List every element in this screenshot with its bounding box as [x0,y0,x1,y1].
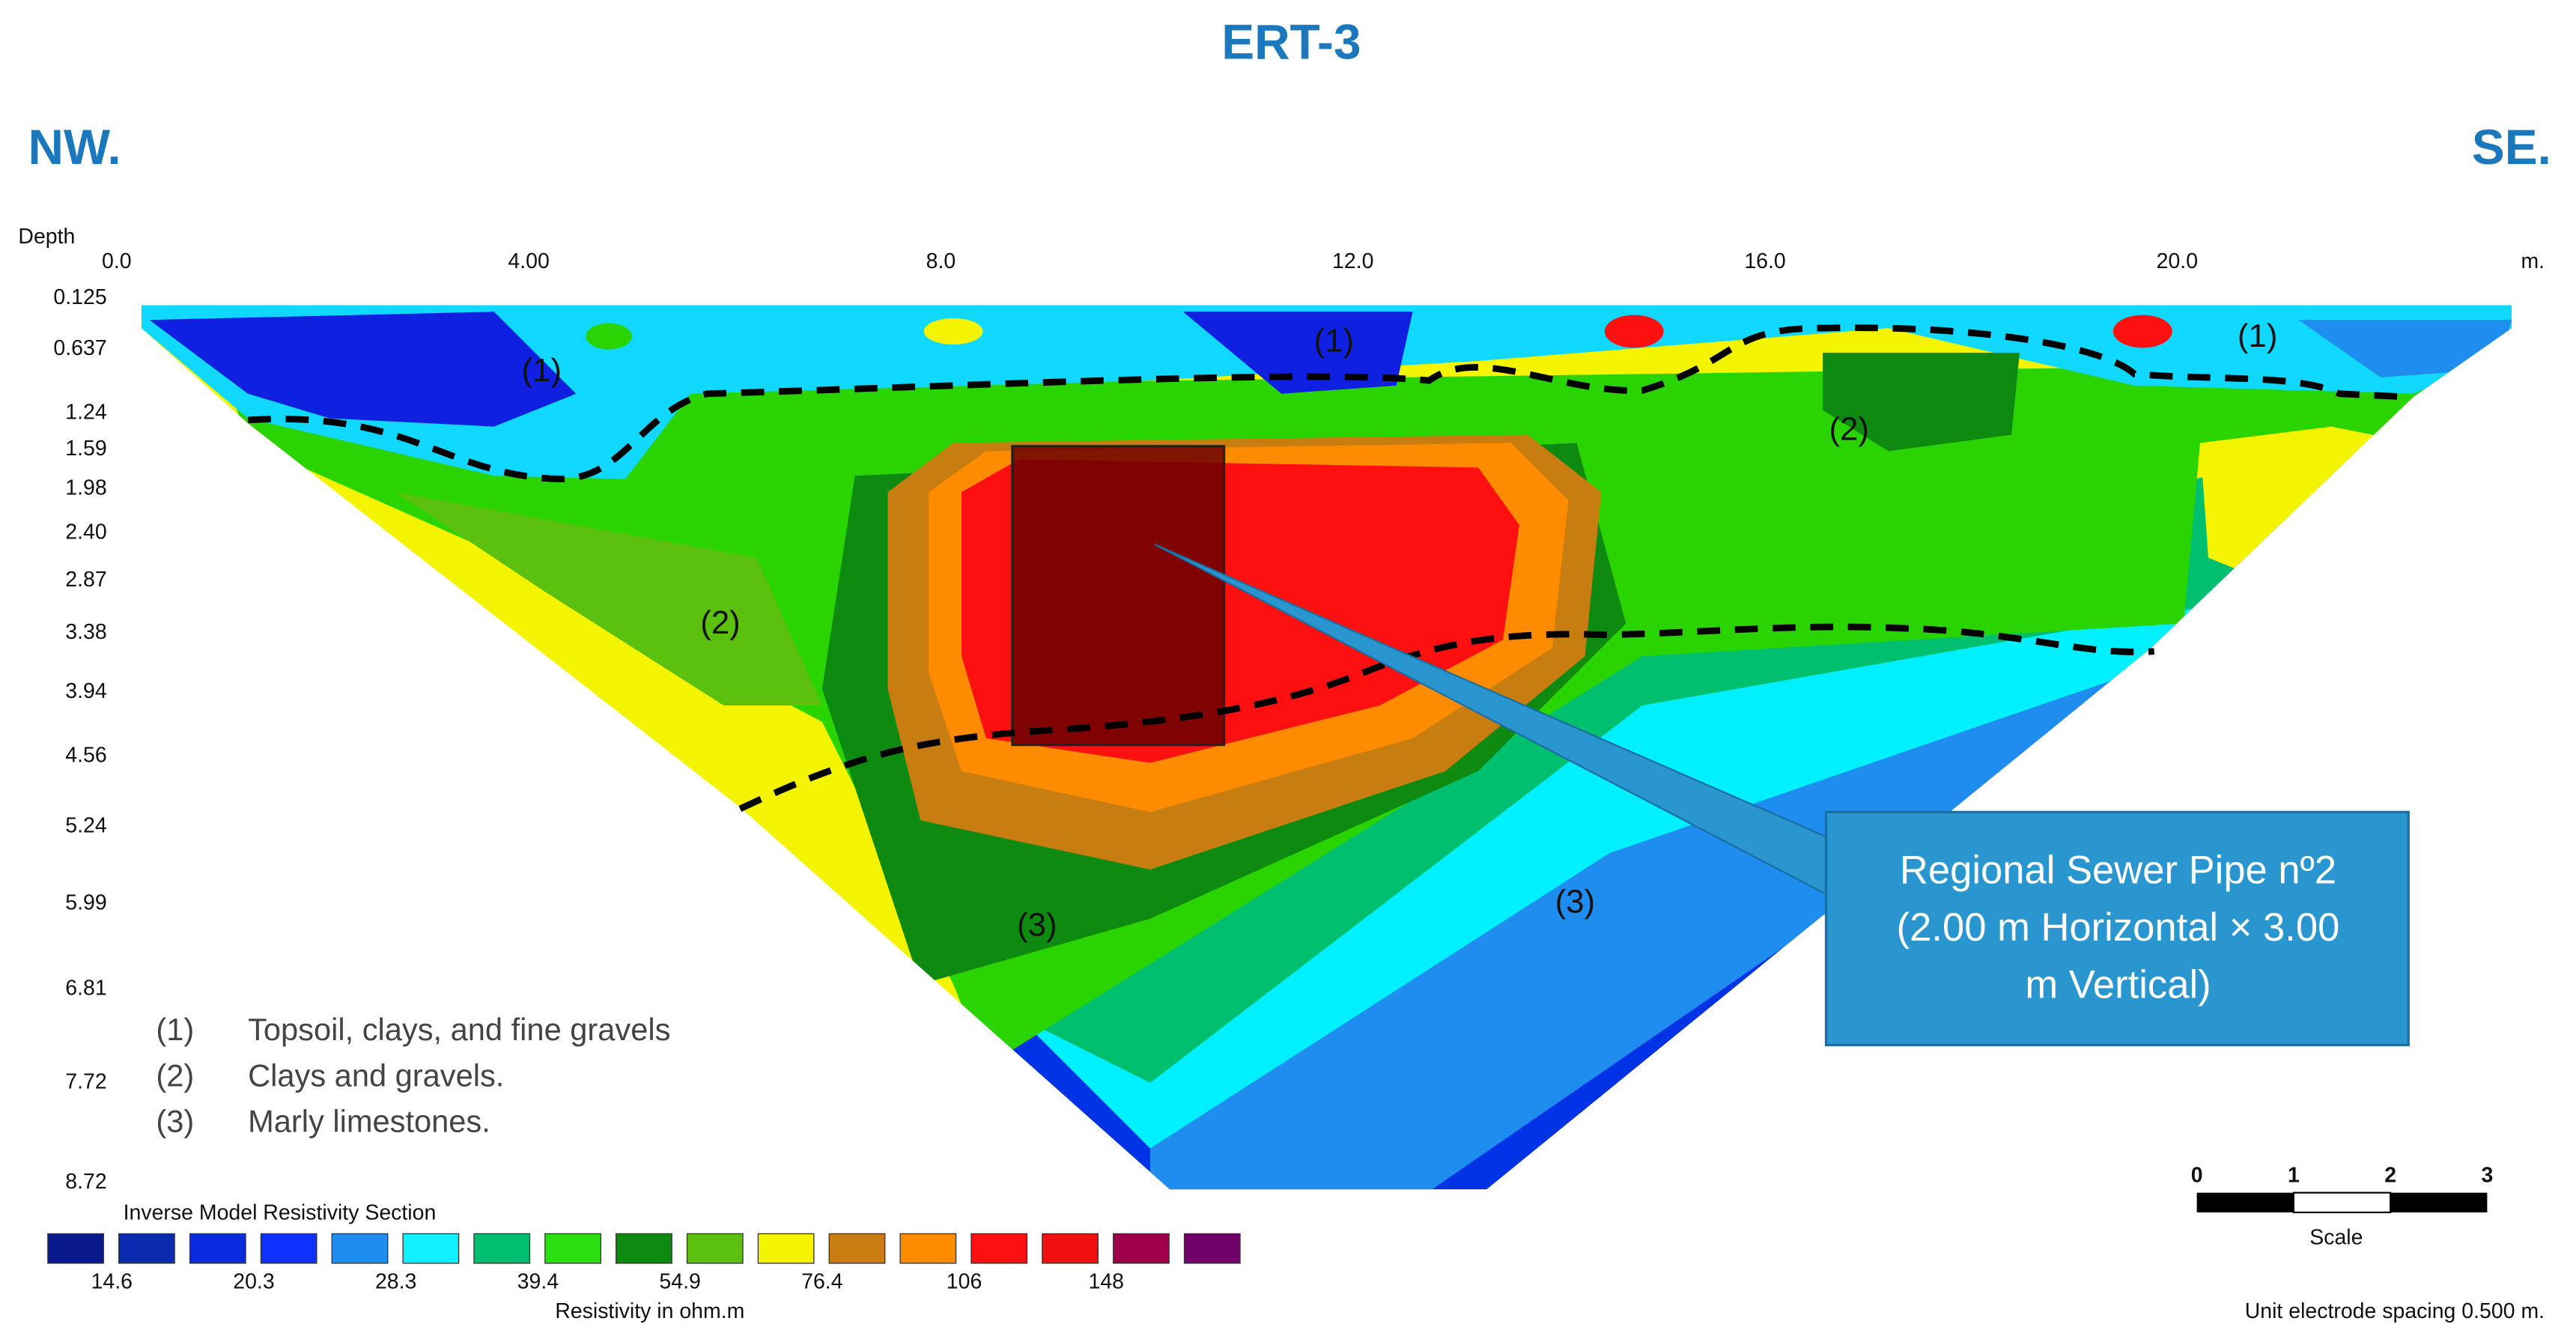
color-scale-label: 39.4 [517,1270,559,1294]
scale-tick: 2 [2384,1163,2396,1187]
distance-label: 0.0 [102,249,132,273]
depth-label: 8.72 [65,1170,106,1194]
depth-label: 7.72 [65,1069,106,1093]
footer: Unit electrode spacing 0.500 m. [2245,1299,2545,1323]
color-swatch [331,1233,389,1264]
color-scale-label: 148 [1089,1270,1125,1294]
color-swatch [970,1233,1028,1264]
distance-label: 4.00 [508,249,549,273]
zone-label: (1) [521,352,562,389]
zone-label: (1) [1314,322,1355,359]
zone-label: (3) [1555,884,1596,920]
color-swatch [1183,1233,1241,1264]
color-scale-label: 28.3 [375,1270,416,1294]
depth-label: 6.81 [65,977,106,1001]
color-swatch [402,1233,460,1264]
callout-box [1824,810,2410,1047]
color-scale-unit: Resistivity in ohm.m [555,1299,744,1323]
scale-tick: 3 [2481,1163,2493,1187]
color-swatch [686,1233,744,1264]
legend-number: (1) [156,1012,194,1047]
depth-label: 1.24 [65,401,106,425]
zone-label: (2) [1829,411,1869,448]
distance-unit: m. [2521,249,2545,273]
depth-label: 0.125 [53,285,106,309]
color-scale-label: 54.9 [659,1270,700,1294]
legend-number: (2) [156,1057,194,1093]
callout-text: m Vertical) [2025,963,2211,1007]
color-scale-label: 14.6 [91,1270,133,1294]
color-swatch [118,1233,175,1264]
color-swatch [260,1233,318,1264]
legend-text: Marly limestones. [248,1104,490,1139]
callout-text: (2.00 m Horizontal × 3.00 [1897,905,2340,950]
scale-label: Scale [2309,1226,2363,1250]
legend-text: Clays and gravels. [248,1057,504,1093]
depth-label: 0.637 [53,336,106,360]
color-swatch [1042,1233,1099,1264]
left-label: NW. [28,120,121,174]
color-swatch [828,1233,886,1264]
depth-title: Depth [18,225,75,249]
color-swatch [1113,1233,1170,1264]
depth-label: 3.38 [65,620,106,644]
scale-bar [2196,1192,2294,1212]
color-swatch [616,1233,672,1264]
zone-label: (2) [700,604,741,641]
color-swatch [189,1233,246,1264]
distance-label: 20.0 [2157,249,2198,273]
depth-label: 5.24 [65,814,106,838]
depth-label: 3.94 [65,679,106,703]
depth-label: 1.98 [65,476,106,500]
scale-bar [2292,1191,2392,1214]
scale-tick: 0 [2191,1163,2203,1187]
depth-label: 1.59 [65,437,106,461]
color-swatch [899,1233,957,1264]
right-label: SE. [2472,120,2551,174]
depth-label: 2.87 [65,568,106,592]
color-swatch [757,1233,815,1264]
callout-text: Regional Sewer Pipe nº2 [1900,848,2336,892]
color-swatch [544,1233,601,1264]
depth-label: 2.40 [65,520,106,544]
zone-label: (1) [2238,318,2278,354]
color-swatch [47,1233,104,1264]
color-scale-label: 20.3 [233,1270,274,1294]
legend-text: Topsoil, clays, and fine gravels [248,1012,670,1047]
distance-label: 8.0 [926,249,956,273]
zone-label: (3) [1017,906,1057,943]
scale-tick: 1 [2288,1163,2300,1187]
distance-label: 12.0 [1332,249,1373,273]
color-scale-title: Inverse Model Resistivity Section [124,1201,437,1225]
depth-label: 4.56 [65,743,106,767]
distance-label: 16.0 [1744,249,1785,273]
legend-number: (3) [156,1104,194,1139]
pipe-box [1011,445,1226,747]
depth-label: 5.99 [65,891,106,915]
color-swatch [473,1233,531,1264]
boundaries [247,324,2411,812]
color-scale-label: 76.4 [801,1270,842,1294]
title: ERT-3 [1221,15,1361,70]
scale-bar [2390,1192,2488,1212]
color-scale-label: 106 [947,1270,982,1294]
